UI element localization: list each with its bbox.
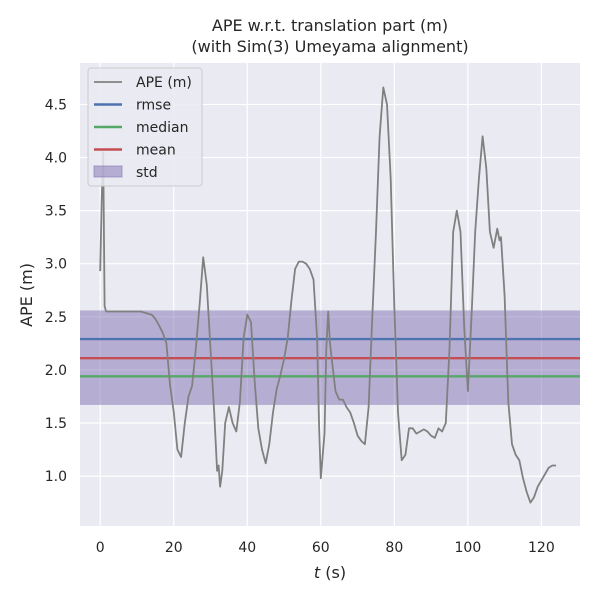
x-tick-label: 120 [528,540,555,556]
x-tick-label: 100 [455,540,482,556]
y-tick-label: 4.0 [45,151,67,167]
chart-title-line1: APE w.r.t. translation part (m) [212,16,448,35]
chart-title-line2: (with Sim(3) Umeyama alignment) [191,37,468,56]
y-tick-label: 3.0 [45,257,67,273]
legend-label: rmse [136,98,171,114]
x-tick-labels: 0 20 40 60 80 100 120 [96,540,555,556]
x-axis-label: t (s) [314,563,346,582]
y-tick-label: 3.5 [45,204,67,220]
legend-label: std [136,165,158,181]
y-tick-label: 2.0 [45,363,67,379]
y-tick-label: 1.5 [45,416,67,432]
legend-label: APE (m) [136,75,192,91]
legend-label: median [136,120,188,136]
y-tick-label: 2.5 [45,310,67,326]
y-axis-label: APE (m) [17,263,36,327]
legend-swatch [93,165,123,178]
ape-series-layer [99,86,557,504]
x-tick-label: 40 [238,540,256,556]
y-tick-labels: 1.0 1.5 2.0 2.5 3.0 3.5 4.0 4.5 [45,97,67,485]
x-tick-label: 60 [312,540,330,556]
y-tick-label: 4.5 [45,97,67,113]
legend-label: mean [136,143,176,159]
x-tick-label: 20 [165,540,183,556]
x-tick-label: 0 [96,540,105,556]
ape-series-line [99,86,557,504]
y-tick-label: 1.0 [45,469,67,485]
x-tick-label: 80 [385,540,403,556]
legend: APE (m) rmse median mean std [87,67,203,187]
legend-box [87,67,203,187]
